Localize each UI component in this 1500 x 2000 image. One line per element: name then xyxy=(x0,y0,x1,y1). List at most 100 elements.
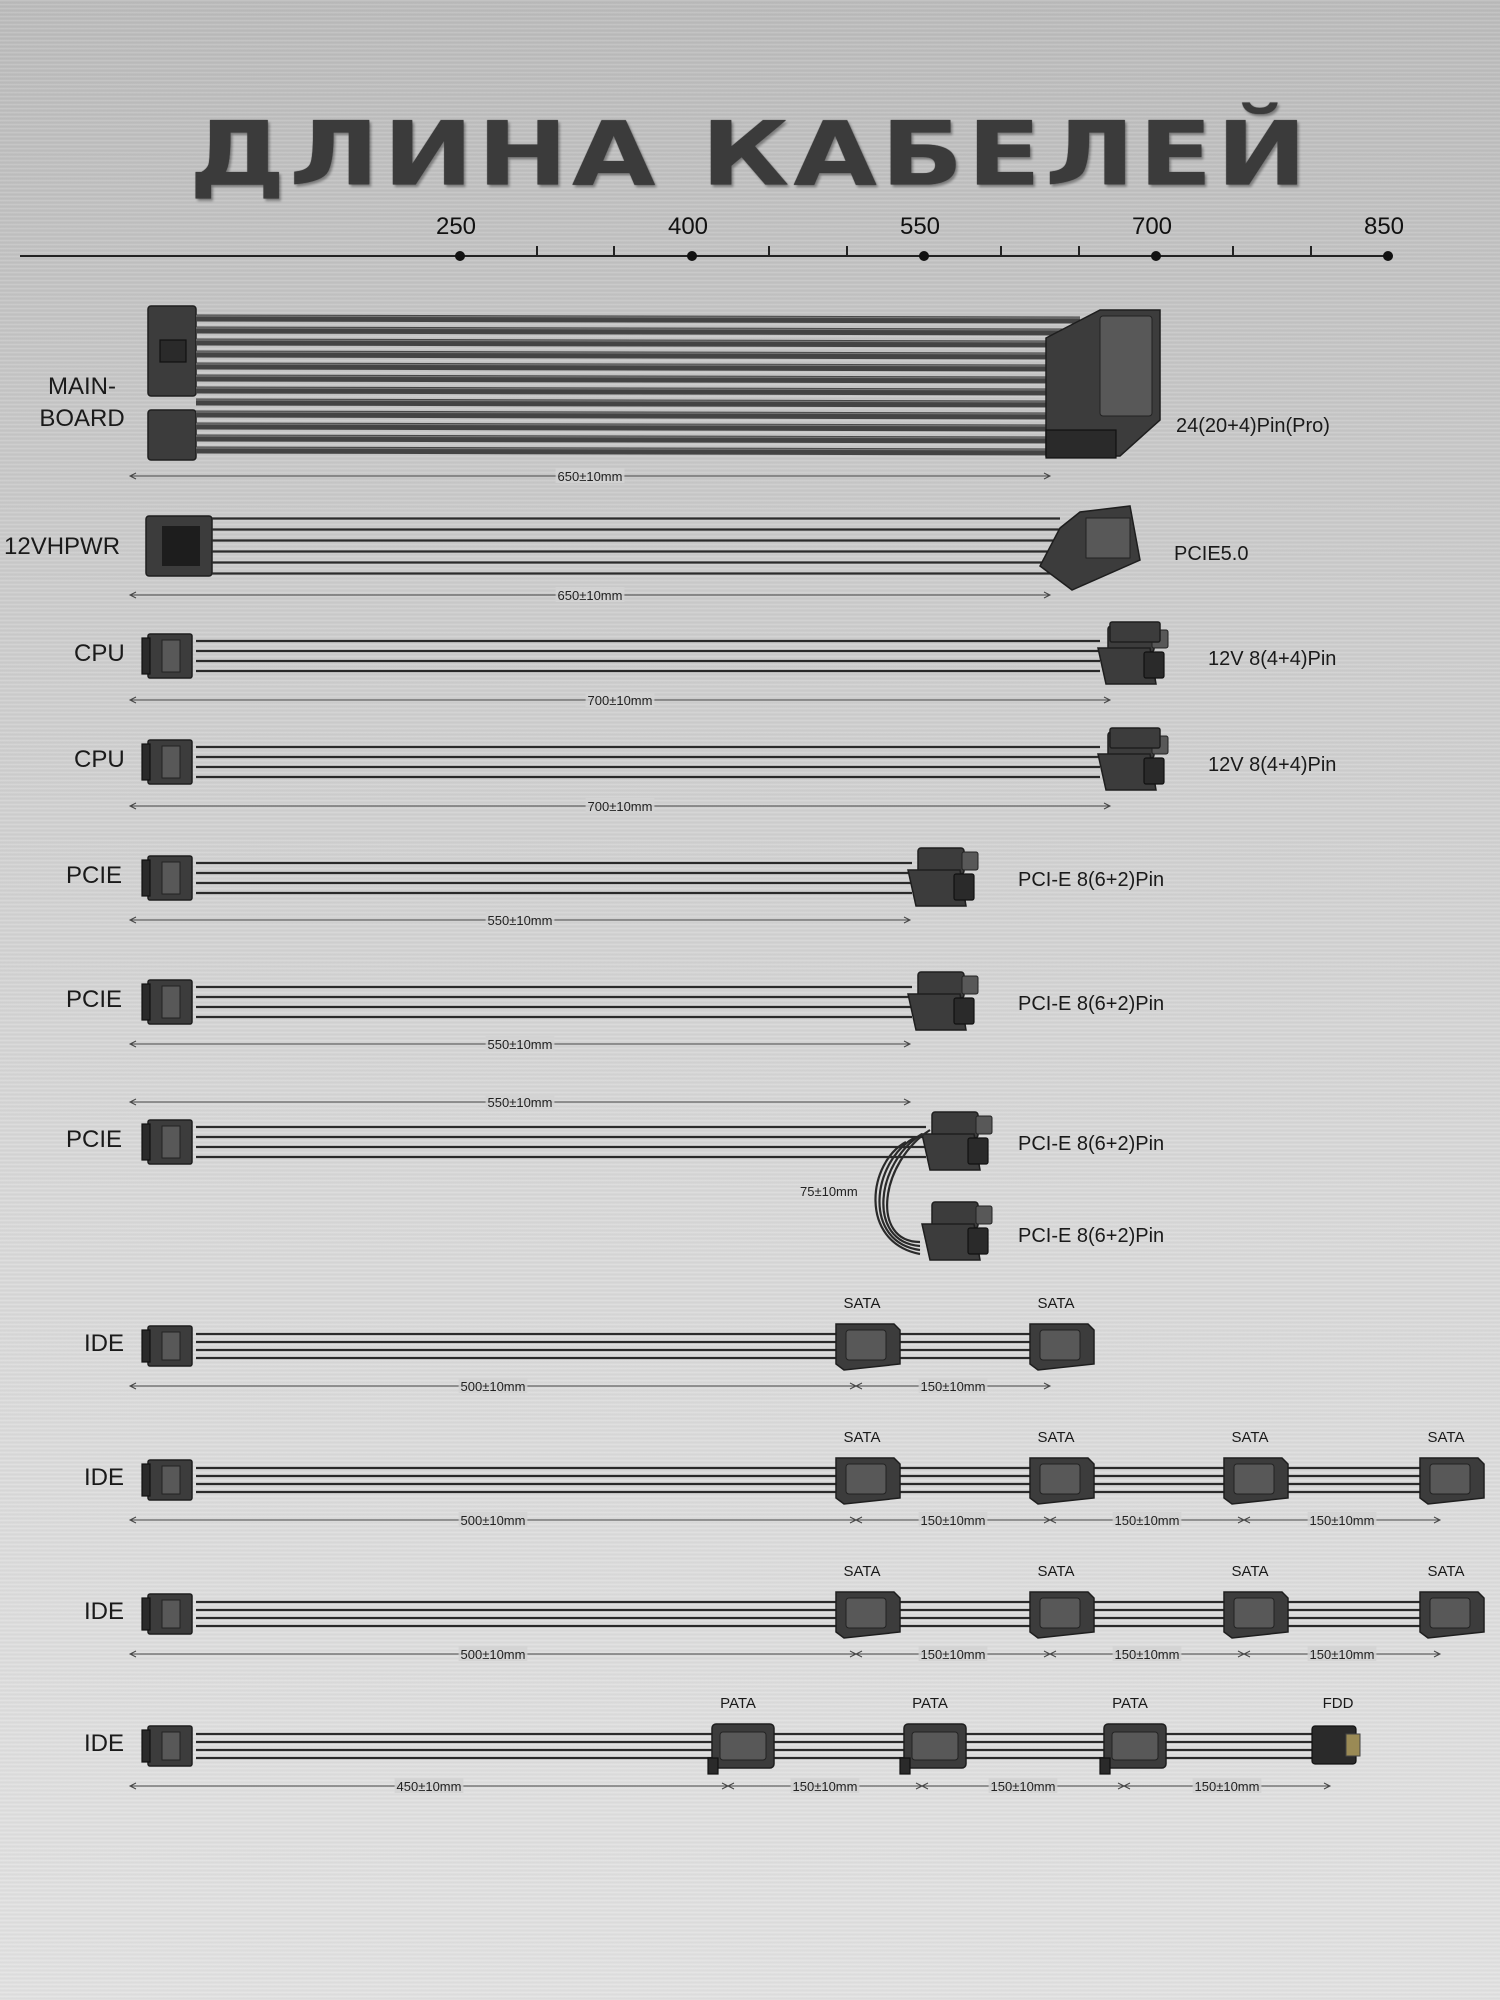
cable-wire-highlight xyxy=(195,411,1081,415)
page-title: ДЛИНА КАБЕЛЕЙ xyxy=(189,103,1311,206)
dimension-label: 150±10mm xyxy=(1195,1779,1260,1794)
dimension-label-bg xyxy=(918,1646,988,1661)
dimension-label-bg xyxy=(485,1094,555,1109)
dimension-arrow xyxy=(128,916,137,924)
dimension-label: 550±10mm xyxy=(488,913,553,928)
pcie-connector-2pin xyxy=(961,851,979,871)
cable-wire-highlight xyxy=(195,327,1081,331)
cable-label-ide: IDE xyxy=(84,1598,124,1625)
dimension-arrow xyxy=(903,916,912,924)
dimension-label-bg xyxy=(1192,1778,1262,1793)
connector-type-label: SATA xyxy=(1038,1295,1075,1312)
dimension-arrow xyxy=(1433,1650,1442,1658)
pcie-connector-latch xyxy=(967,1137,989,1165)
cable-label-cpu: CPU xyxy=(74,640,125,667)
pata-connector-tab xyxy=(707,1757,719,1775)
dimension-label: 150±10mm xyxy=(1115,1647,1180,1662)
dimension-arrow xyxy=(1242,1650,1251,1658)
dimension-arrow xyxy=(128,802,137,810)
dimension-arrow xyxy=(1433,1516,1442,1524)
connector-type-label: FDD xyxy=(1323,1695,1354,1712)
scale-tick-label: 250 xyxy=(436,213,476,240)
psu-side-plug-aux xyxy=(147,409,197,461)
cable-wire xyxy=(195,350,1081,360)
cable-label-12vhpwr: 12VHPWR xyxy=(4,533,120,560)
cable-wire-highlight xyxy=(195,363,1081,367)
psu-plug-latch xyxy=(141,1463,151,1497)
cable-wire-highlight xyxy=(195,351,1081,355)
dimension-label: 650±10mm xyxy=(558,469,623,484)
dimension-arrow xyxy=(128,1382,137,1390)
cable-wire xyxy=(195,338,1081,348)
dimension-arrow xyxy=(128,1650,137,1658)
dimension-label: 550±10mm xyxy=(488,1037,553,1052)
cpu-connector-4pin xyxy=(1109,727,1161,749)
cable-wire-highlight xyxy=(195,387,1081,391)
psu-plug-latch xyxy=(141,859,151,897)
dimension-arrow xyxy=(128,696,137,704)
connector-label: 24(20+4)Pin(Pro) xyxy=(1176,415,1330,437)
atx-4pin-part xyxy=(1045,429,1117,459)
sata-connector-face xyxy=(1039,1463,1081,1495)
sata-connector-face xyxy=(845,1329,887,1361)
cable-label-pcie: PCIE xyxy=(66,986,122,1013)
cable-wire xyxy=(195,434,1081,444)
psu-plug-face xyxy=(161,745,181,779)
dimension-arrow xyxy=(903,1040,912,1048)
psu-plug-latch xyxy=(141,1729,151,1763)
dimension-label-bg xyxy=(1112,1646,1182,1661)
cable-wire xyxy=(195,314,1081,324)
connector-type-label: SATA xyxy=(844,1295,881,1312)
dimension-label-bg xyxy=(1112,1512,1182,1527)
dimension-label-bg xyxy=(988,1778,1058,1793)
cable-wire xyxy=(195,374,1081,384)
dimension-label: 500±10mm xyxy=(461,1647,526,1662)
dimension-label: 150±10mm xyxy=(991,1779,1056,1794)
dimension-label-bg xyxy=(585,692,655,707)
dimension-label: 150±10mm xyxy=(1310,1513,1375,1528)
dimension-arrow xyxy=(128,1040,137,1048)
sata-connector-face xyxy=(1429,1597,1471,1629)
dimension-arrow xyxy=(128,472,137,480)
connector-type-label: PATA xyxy=(912,1695,948,1712)
connector-type-label: PATA xyxy=(1112,1695,1148,1712)
cable-wire xyxy=(195,446,1081,456)
sata-connector-face xyxy=(845,1597,887,1629)
psu-plug-face xyxy=(161,985,181,1019)
pcie-connector-2pin xyxy=(961,975,979,995)
sata-connector-face xyxy=(845,1463,887,1495)
pcie-connector-2pin xyxy=(975,1115,993,1135)
dimension-arrow xyxy=(726,1782,735,1790)
psu-plug-latch xyxy=(141,1597,151,1631)
dimension-arrow xyxy=(128,591,137,599)
cable-label-ide: IDE xyxy=(84,1730,124,1757)
dimension-label: 450±10mm xyxy=(397,1779,462,1794)
psu-plug-face xyxy=(161,1125,181,1159)
branch-length-label: 75±10mm xyxy=(800,1184,858,1199)
pcie-connector-latch xyxy=(1143,651,1165,679)
dimension-label: 700±10mm xyxy=(588,693,653,708)
cable-label-mainboard: BOARD xyxy=(39,405,124,432)
sata-connector-face xyxy=(1233,1463,1275,1495)
psu-plug-face xyxy=(161,861,181,895)
cable-label-pcie: PCIE xyxy=(66,1126,122,1153)
psu-plug-face xyxy=(161,1465,181,1495)
cable-wire xyxy=(195,398,1081,408)
psu-plug-latch xyxy=(141,1329,151,1363)
dimension-label: 150±10mm xyxy=(1115,1513,1180,1528)
dimension-arrow xyxy=(128,1516,137,1524)
dimension-label-bg xyxy=(1307,1512,1377,1527)
cable-wire xyxy=(195,386,1081,396)
dimension-arrow xyxy=(854,1516,863,1524)
sata-connector-face xyxy=(1039,1597,1081,1629)
dimension-label-bg xyxy=(918,1378,988,1393)
pcie-connector-latch xyxy=(953,873,975,901)
dimension-label-bg xyxy=(1307,1646,1377,1661)
connector-type-label: SATA xyxy=(844,1563,881,1580)
dimension-label: 500±10mm xyxy=(461,1513,526,1528)
pcie-connector-latch xyxy=(967,1227,989,1255)
connector-type-label: SATA xyxy=(1232,1429,1269,1446)
dimension-label: 150±10mm xyxy=(793,1779,858,1794)
psu-plug-face xyxy=(161,1731,181,1761)
